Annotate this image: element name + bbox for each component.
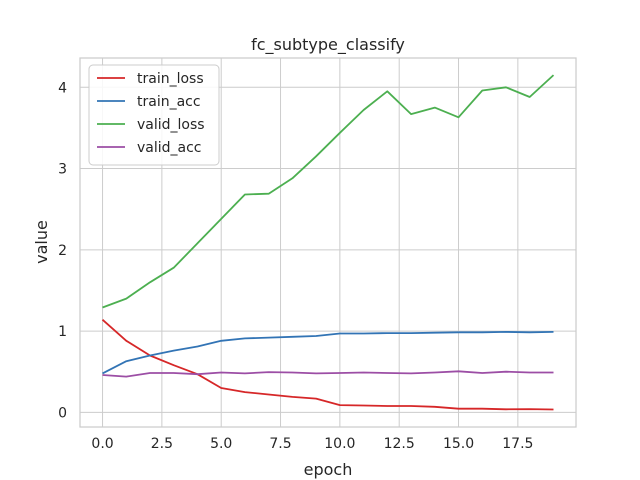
y-tick-labels: 0 1 2 3 4 (58, 80, 67, 421)
x-tick-label: 5.0 (210, 436, 232, 452)
chart-title: fc_subtype_classify (251, 35, 405, 55)
legend-box (88, 64, 220, 166)
y-tick-label: 1 (58, 324, 67, 340)
y-tick-label: 3 (58, 162, 67, 178)
x-axis-title: epoch (304, 460, 353, 479)
x-tick-label: 15.0 (443, 436, 474, 452)
x-tick-label: 10.0 (324, 436, 355, 452)
y-tick-label: 2 (58, 243, 67, 259)
series-line-valid-loss (102, 74, 555, 309)
x-tick-label: 7.5 (269, 436, 291, 452)
series-line-valid-acc (102, 370, 554, 378)
series-line-train-loss (101, 319, 554, 411)
gridlines (80, 58, 576, 427)
plot-area-frame (79, 57, 577, 428)
series-line-train-acc (102, 330, 554, 375)
legend-label-valid-loss: valid_loss (137, 117, 205, 133)
legend-label-valid-acc: valid_acc (137, 140, 202, 156)
y-tick-label: 0 (58, 405, 67, 421)
y-tick-label: 4 (58, 80, 67, 96)
legend-label-train-loss: train_loss (137, 71, 204, 87)
x-tick-labels: 0.0 2.5 5.0 7.5 10.0 12.5 15.0 17.5 (91, 436, 533, 452)
legend: train_loss train_acc valid_loss valid_acc (88, 64, 220, 166)
legend-label-train-acc: train_acc (137, 94, 201, 110)
series-lines (101, 74, 555, 411)
x-tick-label: 12.5 (384, 436, 415, 452)
y-axis-title: value (32, 220, 51, 264)
x-tick-label: 17.5 (502, 436, 533, 452)
x-tick-label: 0.0 (91, 436, 113, 452)
x-tick-label: 2.5 (151, 436, 173, 452)
